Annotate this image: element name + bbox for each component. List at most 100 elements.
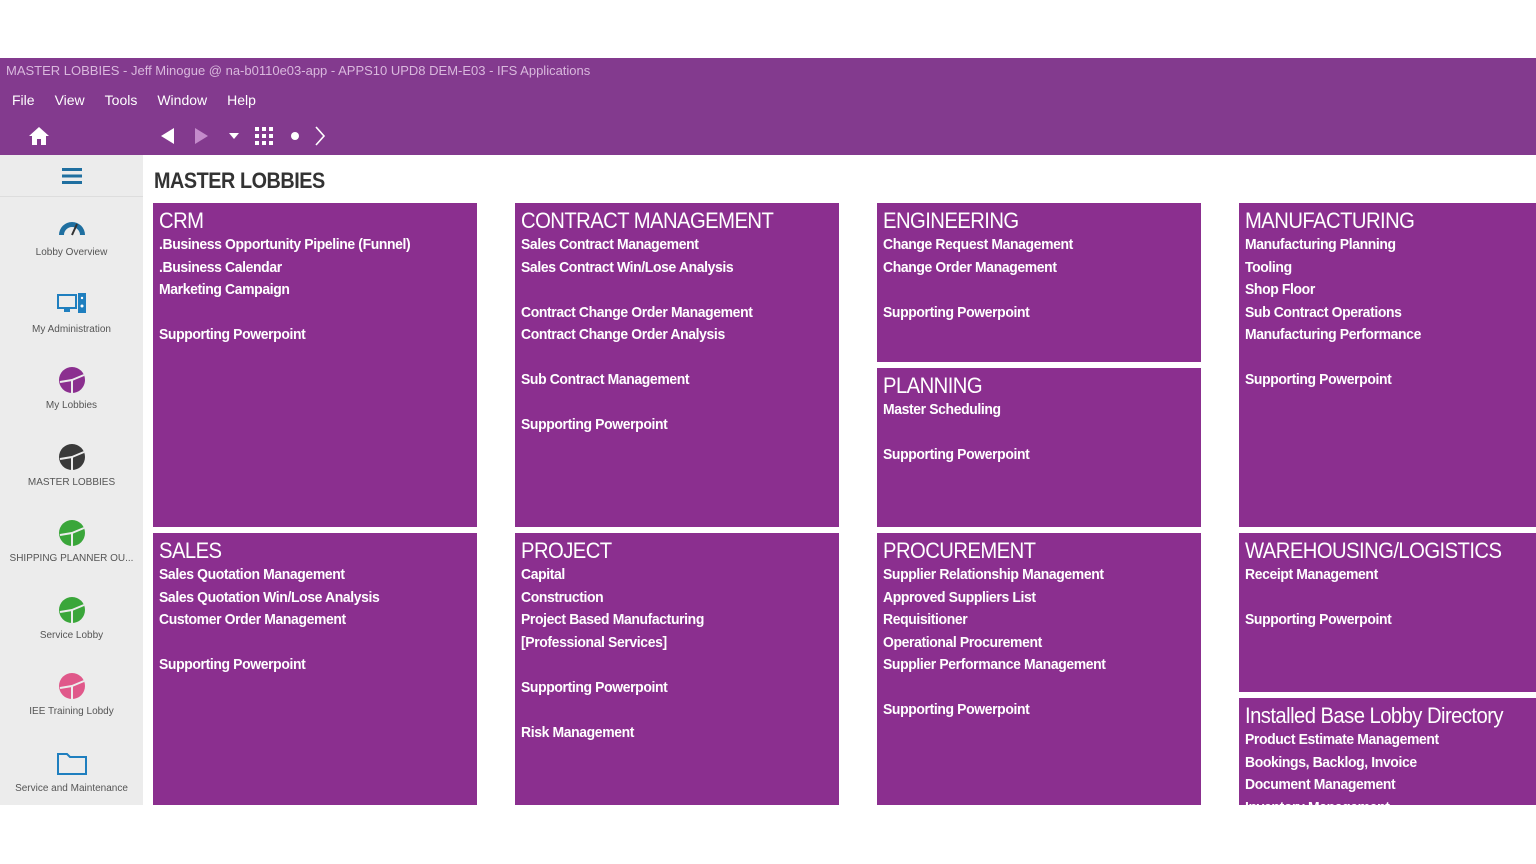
- tile-link[interactable]: Receipt Management: [1245, 566, 1378, 583]
- sidebar-item-my-lobbies[interactable]: My Lobbies: [0, 366, 143, 438]
- tile-link[interactable]: Manufacturing Planning: [1245, 236, 1396, 253]
- tile-link[interactable]: Supporting Powerpoint: [159, 326, 306, 343]
- spacer: [1245, 587, 1522, 610]
- tile-procurement: PROCUREMENT Supplier Relationship Managem…: [877, 533, 1201, 805]
- tile-link[interactable]: Approved Suppliers List: [883, 588, 1036, 606]
- sidebar-item-label: Service and Maintenance: [15, 782, 128, 794]
- menu-help[interactable]: Help: [227, 92, 256, 108]
- tile-title: CONTRACT MANAGEMENT: [521, 208, 774, 233]
- tile-link[interactable]: Master Scheduling: [883, 401, 1001, 418]
- hamburger-menu-button[interactable]: [0, 155, 143, 197]
- forward-icon[interactable]: [194, 127, 210, 145]
- back-icon[interactable]: [159, 127, 175, 145]
- tile-link[interactable]: Construction: [521, 588, 604, 606]
- spacer: [521, 279, 811, 302]
- sidebar-item-label: Service Lobby: [39, 629, 104, 641]
- tile-title: ENGINEERING: [883, 208, 1019, 233]
- tile-title: PROJECT: [521, 538, 612, 563]
- grid-icon[interactable]: [254, 126, 274, 146]
- tile-link[interactable]: Change Order Management: [883, 258, 1057, 276]
- tile-link[interactable]: Risk Management: [521, 723, 635, 741]
- title-and-menu-bar: MASTER LOBBIES - Jeff Minogue @ na-b0110…: [0, 58, 1536, 155]
- tile-title: PROCUREMENT: [883, 538, 1036, 563]
- tile-link[interactable]: Sales Quotation Management: [159, 566, 345, 583]
- spacer: [521, 392, 811, 415]
- spacer: [883, 279, 1173, 302]
- toolbar: [0, 122, 400, 148]
- tile-link[interactable]: Sales Quotation Win/Lose Analysis: [159, 588, 380, 606]
- tile-link[interactable]: Marketing Campaign: [159, 281, 290, 298]
- spacer: [159, 632, 449, 655]
- sidebar-item-my-administration[interactable]: My Administration: [0, 290, 143, 362]
- tile-title: SALES: [159, 538, 222, 563]
- sidebar-item-service-lobby[interactable]: Service Lobby: [0, 596, 143, 668]
- sidebar-item-service-and-maintenance[interactable]: Service and Maintenance: [0, 749, 143, 806]
- tile-link[interactable]: Supporting Powerpoint: [1245, 611, 1392, 628]
- window-title: MASTER LOBBIES - Jeff Minogue @ na-b0110…: [6, 63, 591, 78]
- tile-link[interactable]: Operational Procurement: [883, 633, 1042, 651]
- tile-link[interactable]: Supporting Powerpoint: [159, 656, 306, 673]
- tile-link[interactable]: Supporting Powerpoint: [521, 678, 668, 696]
- tile-link[interactable]: Product Estimate Management: [1245, 731, 1439, 748]
- tile-link[interactable]: Supplier Relationship Management: [883, 566, 1104, 583]
- tile-link[interactable]: Customer Order Management: [159, 611, 346, 628]
- menu-tools[interactable]: Tools: [104, 92, 138, 108]
- menu-file[interactable]: File: [12, 92, 35, 108]
- tile-link[interactable]: Supporting Powerpoint: [883, 701, 1030, 718]
- spacer: [521, 699, 811, 722]
- tile-link[interactable]: Sales Contract Win/Lose Analysis: [521, 258, 734, 276]
- tile-title: CRM: [159, 208, 204, 233]
- tile-link[interactable]: Supporting Powerpoint: [883, 303, 1030, 321]
- tile-planning: PLANNING Master Scheduling Supporting Powe…: [877, 368, 1201, 527]
- sidebar-item-label: IEE Training Lobdy: [29, 706, 114, 717]
- tile-link[interactable]: Contract Change Order Management: [521, 303, 753, 321]
- tile-link[interactable]: Inventory Management: [1245, 797, 1522, 806]
- tile-project: PROJECT Capital Construction Project Based …: [515, 533, 839, 805]
- sidebar-item-label: My Lobbies: [45, 400, 98, 411]
- tile-title: Installed Base Lobby Directory: [1245, 703, 1504, 728]
- tile-link[interactable]: Requisitioner: [883, 611, 968, 628]
- spacer: [159, 302, 449, 325]
- spacer: [521, 654, 811, 677]
- chevron-right-icon[interactable]: [313, 125, 327, 147]
- tile-link[interactable]: Supplier Performance Management: [883, 656, 1106, 673]
- tile-link[interactable]: [Professional Services]: [521, 633, 667, 651]
- tile-link[interactable]: Document Management: [1245, 776, 1396, 793]
- tile-link[interactable]: Project Based Manufacturing: [521, 611, 704, 628]
- tile-link[interactable]: Capital: [521, 566, 565, 583]
- spacer: [883, 677, 1173, 700]
- menu-window[interactable]: Window: [157, 92, 208, 108]
- tile-link[interactable]: Contract Change Order Analysis: [521, 326, 725, 343]
- sidebar-item-master-lobbies[interactable]: MASTER LOBBIES: [0, 443, 143, 515]
- tile-link[interactable]: Change Request Management: [883, 236, 1073, 253]
- home-icon[interactable]: [28, 126, 50, 146]
- sidebar-item-iee-training-lobdy[interactable]: IEE Training Lobdy: [0, 672, 143, 744]
- spacer: [521, 347, 811, 370]
- tile-sales: SALES Sales Quotation Management Sales Quo…: [153, 533, 477, 805]
- tile-link[interactable]: Tooling: [1245, 258, 1292, 276]
- tile-link[interactable]: Manufacturing Performance: [1245, 326, 1421, 343]
- tile-link[interactable]: .Business Opportunity Pipeline (Funnel): [159, 236, 411, 253]
- sidebar-item-label: My Administration: [32, 323, 111, 335]
- tile-link[interactable]: Shop Floor: [1245, 281, 1315, 298]
- sidebar-item-shipping-planner-ou[interactable]: SHIPPING PLANNER OU...: [0, 519, 143, 591]
- sidebar-item-label: Lobby Overview: [35, 247, 108, 258]
- sidebar-item-lobby-overview[interactable]: Lobby Overview: [0, 213, 143, 285]
- tile-title: MANUFACTURING: [1245, 208, 1415, 233]
- tile-link[interactable]: Bookings, Backlog, Invoice: [1245, 753, 1417, 771]
- tile-link[interactable]: Supporting Powerpoint: [521, 416, 668, 433]
- menu-view[interactable]: View: [54, 92, 85, 108]
- tile-link[interactable]: Sub Contract Operations: [1245, 303, 1402, 321]
- dot-icon[interactable]: [290, 131, 300, 141]
- tile-link[interactable]: Sales Contract Management: [521, 236, 699, 253]
- tile-link[interactable]: Supporting Powerpoint: [1245, 371, 1392, 388]
- page-title: MASTER LOBBIES: [154, 168, 325, 193]
- tile-contract-management: CONTRACT MANAGEMENT Sales Contract Manage…: [515, 203, 839, 527]
- pie-icon: [58, 520, 85, 546]
- tile-title: PLANNING: [883, 373, 983, 398]
- tile-link[interactable]: Sub Contract Management: [521, 371, 690, 388]
- tile-link[interactable]: Supporting Powerpoint: [883, 446, 1030, 463]
- tile-link[interactable]: .Business Calendar: [159, 258, 282, 276]
- sidebar-item-label: SHIPPING PLANNER OU...: [9, 553, 134, 564]
- dropdown-icon[interactable]: [229, 132, 239, 140]
